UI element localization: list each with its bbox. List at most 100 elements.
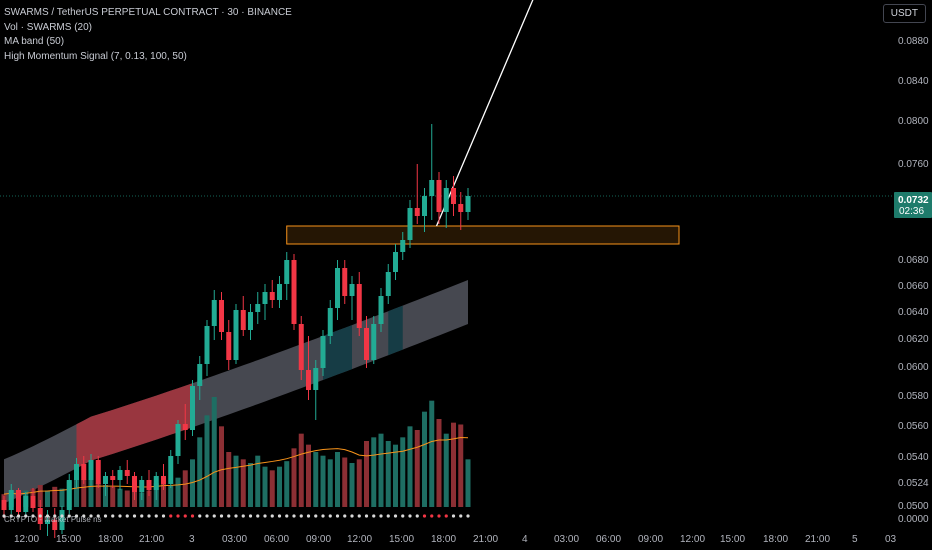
candle-body	[110, 476, 116, 480]
candle-body	[306, 370, 311, 390]
signal-dot	[357, 514, 361, 518]
last-price-tag-bg	[894, 192, 932, 218]
volume-bar	[197, 437, 203, 507]
candle	[429, 124, 435, 220]
candle-body	[400, 240, 406, 252]
volume-bar	[117, 488, 123, 507]
candle-body	[153, 476, 159, 490]
signal-dot	[372, 514, 376, 518]
signal-dot	[306, 514, 311, 518]
signal-dot	[437, 514, 441, 518]
candle	[371, 316, 377, 364]
candle	[298, 316, 304, 380]
candle	[407, 200, 413, 248]
volume-bar	[342, 457, 348, 507]
candle	[117, 466, 123, 490]
candle-body	[298, 324, 304, 370]
volume-bar	[349, 463, 355, 507]
volume-bar	[385, 441, 391, 507]
volume-bar	[248, 463, 253, 507]
candle	[269, 280, 275, 308]
x-axis-tick-label: 03	[885, 534, 897, 545]
volume-indicator-label[interactable]: Vol · SWARMS (20)	[4, 21, 92, 33]
volume-bar	[182, 470, 188, 507]
volume-bar	[407, 426, 413, 507]
y-axis-tick-label: 0.0880	[898, 36, 929, 47]
x-axis-tick-label: 09:00	[638, 534, 663, 545]
symbol-title[interactable]: SWARMS / TetherUS PERPETUAL CONTRACT · 3…	[4, 7, 292, 18]
candle-body	[371, 324, 377, 360]
signal-dot	[444, 514, 448, 518]
candle-body	[465, 196, 471, 212]
candle-body	[356, 284, 362, 328]
candle	[23, 492, 29, 516]
signal-dot	[67, 514, 71, 518]
candle-body	[458, 204, 464, 212]
candle-body	[52, 520, 58, 530]
signal-dot	[219, 514, 224, 518]
candle-body	[364, 328, 369, 360]
signal-dot	[60, 514, 64, 518]
candle	[240, 296, 246, 336]
candle	[161, 464, 166, 490]
candle-body	[175, 424, 181, 456]
candle	[458, 192, 464, 230]
signal-dot	[314, 514, 318, 518]
candle	[153, 472, 159, 500]
zone-support	[286, 225, 680, 245]
signal-dot	[364, 514, 369, 518]
candle	[356, 272, 362, 336]
candle	[146, 470, 152, 496]
candle-body	[248, 312, 253, 330]
candle	[219, 292, 224, 340]
signal-dot	[227, 514, 231, 518]
candle	[393, 244, 398, 280]
y-axis-tick-label: 0.0500	[898, 501, 929, 512]
signal-dot	[147, 514, 151, 518]
candle-body	[168, 456, 174, 484]
signal-dot	[38, 514, 42, 518]
y-axis-tick-label: 0.0560	[898, 421, 929, 432]
candle	[262, 284, 268, 320]
momentum-indicator-label[interactable]: High Momentum Signal (7, 0.13, 100, 50)	[4, 50, 187, 62]
volume-bar	[88, 475, 94, 507]
signal-dot	[2, 514, 6, 518]
volume-bar	[414, 430, 420, 507]
candle	[110, 470, 116, 488]
y-axis-tick-label: 0.0600	[898, 362, 929, 373]
candle	[30, 488, 36, 512]
volume-bar	[371, 437, 377, 507]
candle	[465, 188, 471, 220]
volume-bar	[436, 419, 442, 507]
candle-body	[88, 460, 94, 480]
volume-bar	[284, 461, 290, 507]
volume-bar	[443, 433, 449, 507]
signal-dot	[24, 514, 28, 518]
signal-dot	[198, 514, 202, 518]
x-axis-tick-label: 03:00	[554, 534, 579, 545]
x-axis-tick-label: 09:00	[306, 534, 331, 545]
y-axis-tick-label: 0.0660	[898, 281, 929, 292]
candle	[103, 472, 108, 496]
market-pulse-label[interactable]: CRYPTO - Market Pulse ns	[4, 515, 102, 524]
volume-bar	[298, 433, 304, 507]
x-axis-tick-label: 12:00	[14, 534, 39, 545]
signal-dot	[466, 514, 470, 518]
signal-dot	[270, 514, 274, 518]
ma-band-bullish-segment	[388, 305, 403, 356]
candle-body	[385, 272, 391, 296]
candle	[139, 476, 145, 500]
volume-bar	[313, 452, 319, 507]
candle	[378, 288, 384, 332]
volume-bar	[393, 444, 398, 507]
signal-dot	[89, 514, 93, 518]
candle	[211, 290, 217, 340]
last-price-value: 0.0732	[898, 195, 929, 206]
candle	[291, 254, 297, 330]
currency-button[interactable]: USDT	[882, 4, 926, 23]
candle	[327, 300, 333, 344]
signal-dot	[176, 514, 180, 518]
ma-band-indicator-label[interactable]: MA band (50)	[4, 36, 65, 47]
